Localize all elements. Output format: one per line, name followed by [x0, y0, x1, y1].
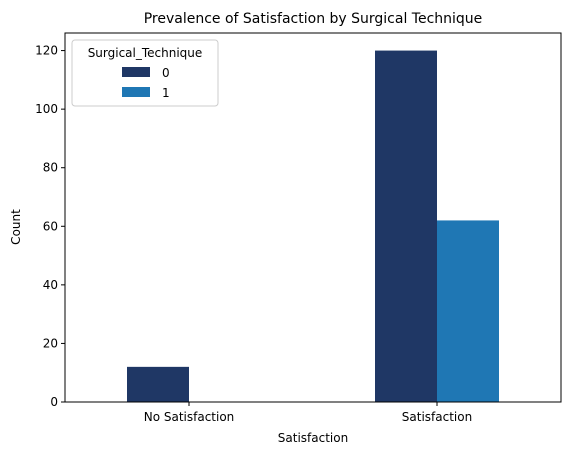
legend-swatch [122, 67, 150, 77]
chart-title: Prevalence of Satisfaction by Surgical T… [144, 11, 483, 27]
legend-title: Surgical_Technique [88, 46, 203, 60]
y-tick-label: 60 [43, 219, 58, 233]
legend-label: 1 [162, 86, 170, 100]
y-tick-label: 40 [43, 278, 58, 292]
y-axis-label: Count [9, 209, 23, 245]
legend-label: 0 [162, 66, 170, 80]
y-tick-label: 20 [43, 336, 58, 350]
bar-satisfaction-series-1 [437, 220, 499, 402]
plot-area [127, 50, 499, 402]
y-tick-label: 100 [35, 102, 58, 116]
y-tick-label: 0 [50, 395, 58, 409]
x-tick-label: Satisfaction [402, 410, 472, 424]
legend-swatch [122, 87, 150, 97]
x-axis-label: Satisfaction [278, 431, 348, 445]
x-tick-label: No Satisfaction [144, 410, 235, 424]
y-axis: 0 20 40 60 80 100 120 [35, 44, 65, 409]
bar-no-satisfaction-series-0 [127, 366, 189, 402]
y-tick-label: 120 [35, 44, 58, 58]
x-axis: No Satisfaction Satisfaction [144, 402, 472, 424]
legend: Surgical_Technique 0 1 [71, 39, 219, 107]
bar-satisfaction-series-0 [375, 50, 437, 402]
y-tick-label: 80 [43, 161, 58, 175]
plot-frame [64, 32, 562, 403]
